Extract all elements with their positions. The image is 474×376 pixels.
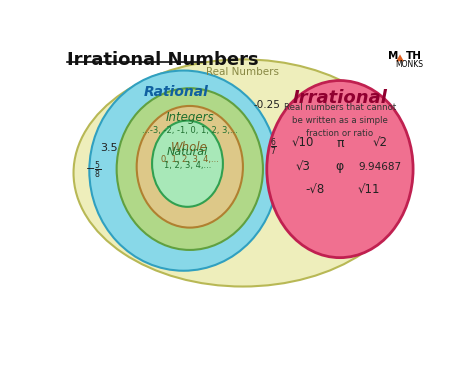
Text: $\frac{6}{7}$: $\frac{6}{7}$	[270, 137, 277, 158]
Text: 3.5: 3.5	[100, 143, 118, 153]
Ellipse shape	[89, 71, 278, 271]
Text: M: M	[388, 51, 398, 61]
Ellipse shape	[117, 88, 263, 250]
Ellipse shape	[73, 59, 412, 287]
Text: MONKS: MONKS	[395, 60, 423, 69]
Text: Whole: Whole	[172, 141, 208, 154]
Text: -0.25: -0.25	[254, 100, 280, 110]
Text: 1, 2, 3, 4,...: 1, 2, 3, 4,...	[164, 161, 211, 170]
Text: π: π	[336, 137, 344, 150]
Text: 0, 1, 2, 3, 4,...: 0, 1, 2, 3, 4,...	[161, 155, 219, 164]
Text: √3: √3	[296, 160, 310, 173]
Text: Irrational: Irrational	[292, 89, 387, 107]
Text: TH: TH	[405, 51, 421, 61]
Text: ...-3, -2, -1, 0, 1, 2, 3,...: ...-3, -2, -1, 0, 1, 2, 3,...	[142, 126, 238, 135]
Text: $-\frac{5}{8}$: $-\frac{5}{8}$	[85, 160, 101, 181]
Text: φ: φ	[336, 160, 344, 173]
Text: 9.94687: 9.94687	[358, 162, 401, 172]
Ellipse shape	[152, 121, 223, 207]
Text: √2: √2	[373, 137, 387, 150]
Ellipse shape	[267, 80, 413, 258]
Text: √11: √11	[357, 183, 380, 196]
Text: Real Numbers: Real Numbers	[206, 67, 280, 77]
Text: Integers: Integers	[165, 111, 214, 124]
Ellipse shape	[137, 106, 243, 227]
Text: Real numbers that cannot
be written as a simple
fraction or ratio: Real numbers that cannot be written as a…	[284, 103, 396, 138]
Text: √10: √10	[292, 137, 314, 150]
Text: -√8: -√8	[305, 183, 324, 196]
Text: Irrational Numbers: Irrational Numbers	[66, 51, 258, 69]
Text: Natural: Natural	[167, 147, 208, 157]
Polygon shape	[396, 55, 404, 61]
Text: Rational: Rational	[144, 85, 209, 99]
